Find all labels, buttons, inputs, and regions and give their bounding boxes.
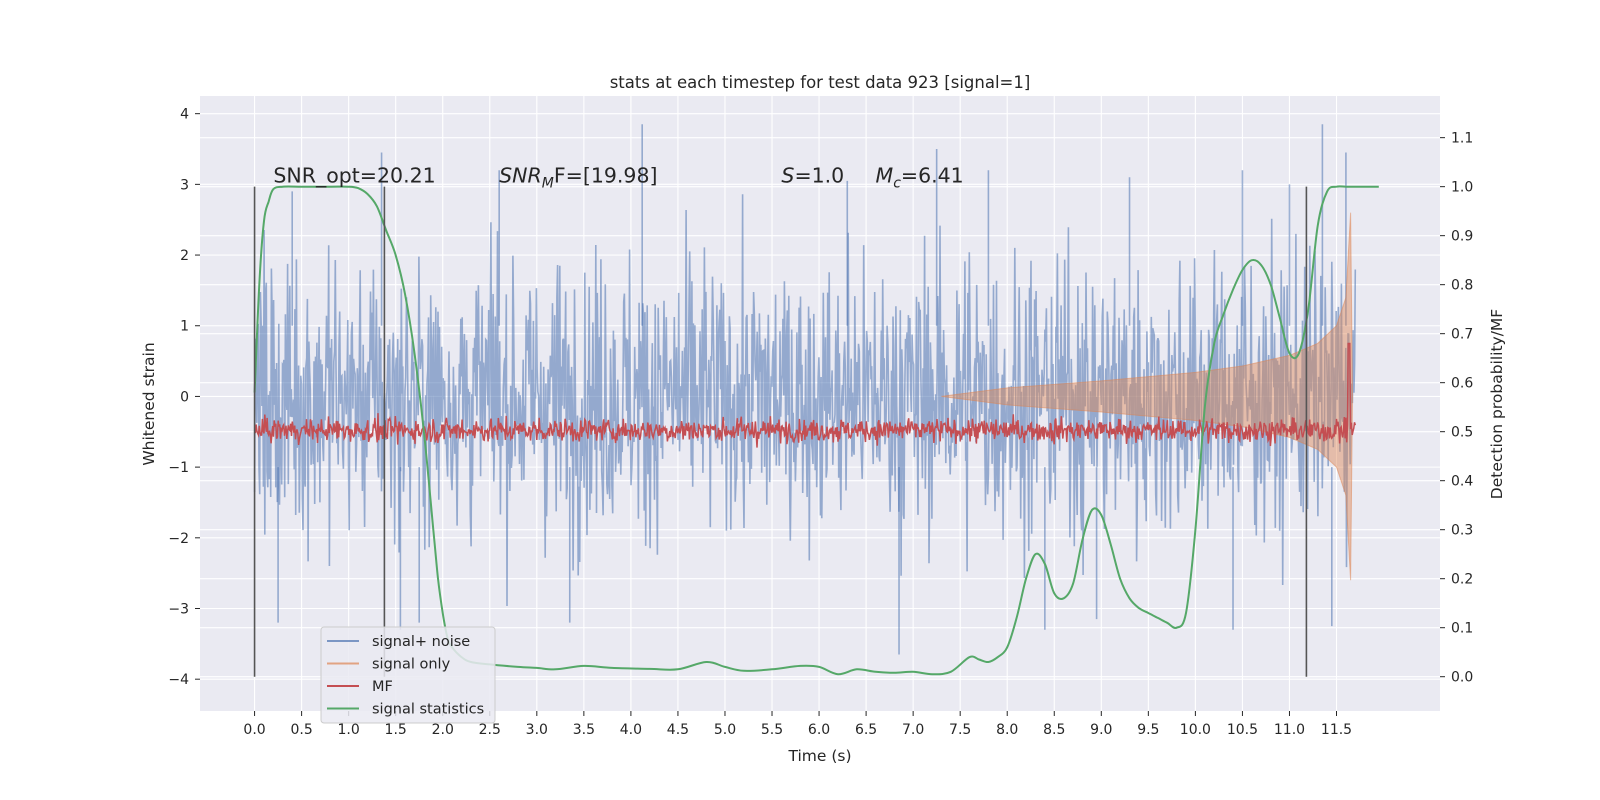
x-tick-label: 4.5 (667, 722, 689, 738)
x-tick-label: 10.5 (1227, 722, 1258, 738)
y2-tick-label: 0.1 (1451, 621, 1473, 637)
y-tick-label: 1 (180, 319, 189, 335)
x-tick-label: 9.5 (1137, 722, 1159, 738)
x-tick-label: 11.5 (1321, 722, 1352, 738)
x-tick-label: 2.0 (432, 722, 454, 738)
mf-series (253, 342, 1357, 448)
y-tick-label: −2 (168, 531, 189, 547)
x-tick-label: 6.5 (855, 722, 877, 738)
x-tick-label: 1.5 (385, 722, 407, 738)
y2-tick-label: 0.0 (1451, 670, 1473, 686)
y-tick-label: 2 (180, 248, 189, 264)
legend-label: signal+ noise (372, 634, 470, 650)
y-axis-title: Whitened strain (140, 342, 158, 465)
mf-line (253, 342, 1357, 448)
x-tick-label: 7.0 (902, 722, 924, 738)
y-tick-label: 3 (180, 177, 189, 193)
x-axis-title: Time (s) (787, 747, 851, 765)
x-tick-label: 7.5 (949, 722, 971, 738)
y2-tick-label: 0.7 (1451, 327, 1473, 343)
x-tick-label: 11.0 (1274, 722, 1305, 738)
y-tick-label: 4 (180, 107, 189, 123)
annotation-text: Mc=6.41 (876, 163, 964, 191)
x-tick-label: 0.5 (290, 722, 312, 738)
y-tick-label: 0 (180, 389, 189, 405)
y2-tick-label: 1.1 (1451, 131, 1473, 147)
legend-label: MF (372, 679, 393, 695)
x-tick-label: 3.5 (573, 722, 595, 738)
x-tick-label: 9.0 (1090, 722, 1112, 738)
y-tick-label: −1 (168, 460, 189, 476)
x-tick-label: 4.0 (620, 722, 642, 738)
legend: signal+ noise signal only MF signal statist… (320, 626, 496, 724)
legend-label: signal statistics (372, 702, 484, 718)
x-tick-label: 1.0 (338, 722, 360, 738)
y2-tick-label: 0.9 (1451, 229, 1473, 245)
signal-statistics-series (253, 185, 1379, 676)
signal-statistics-line (253, 185, 1379, 676)
annotation-text: SNR_opt=20.21 (273, 163, 435, 188)
legend-label: signal only (372, 657, 451, 673)
axis-ticks: 0.0 0.5 1.0 1.5 2.0 2.5 3.0 3.5 4.0 4.5 5.0 5.5 6.0 6… (168, 107, 1473, 738)
x-tick-label: 8.0 (996, 722, 1018, 738)
y2-tick-label: 0.4 (1451, 474, 1473, 490)
y2-tick-label: 1.0 (1451, 180, 1473, 196)
y-tick-label: −4 (168, 672, 189, 688)
x-tick-label: 0.0 (243, 722, 265, 738)
y2-tick-label: 0.5 (1451, 425, 1473, 441)
x-tick-label: 6.0 (808, 722, 830, 738)
x-tick-label: 5.0 (714, 722, 736, 738)
y-tick-label: −3 (168, 602, 189, 618)
y2-tick-label: 0.6 (1451, 376, 1473, 392)
x-tick-label: 10.0 (1180, 722, 1211, 738)
legend-box (320, 626, 496, 724)
annotation-text: S=1.0 (781, 163, 844, 187)
y2-tick-label: 0.2 (1451, 572, 1473, 588)
annotations: SNR_opt=20.21 SNRMF=[19.98] S=1.0 Mc=6.41 (273, 163, 963, 191)
x-tick-label: 3.0 (526, 722, 548, 738)
x-tick-label: 5.5 (761, 722, 783, 738)
y2-tick-label: 0.3 (1451, 523, 1473, 539)
chart-title: stats at each timestep for test data 923… (610, 73, 1031, 92)
x-tick-label: 2.5 (479, 722, 501, 738)
y2-tick-label: 0.8 (1451, 278, 1473, 294)
x-tick-label: 8.5 (1043, 722, 1065, 738)
annotation-text: SNRMF=[19.98] (499, 163, 657, 191)
vertical-markers (253, 186, 1308, 677)
signal-plus-noise-line (253, 194, 1357, 607)
y2-axis-title: Detection probability/MF (1488, 309, 1506, 500)
